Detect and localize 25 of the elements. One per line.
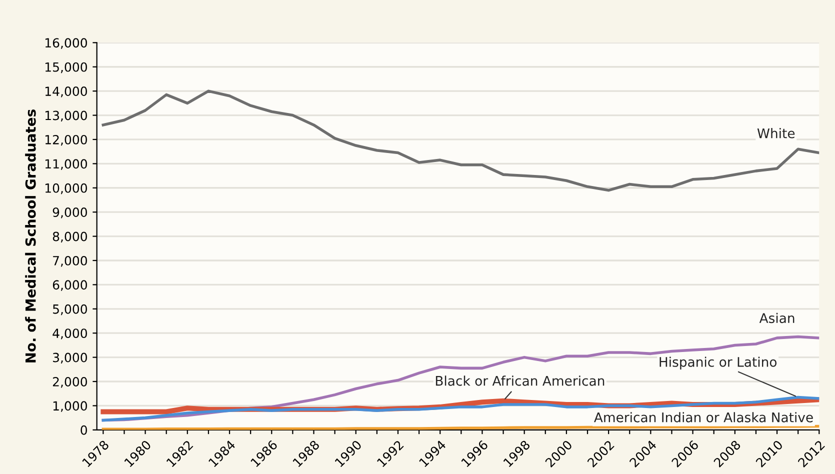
y-tick-label: 12,000 (45, 134, 87, 146)
y-tick-label: 9,000 (52, 208, 87, 218)
y-tick-label: 7,000 (53, 256, 87, 267)
y-tick-label: 5,000 (53, 304, 87, 316)
y-tick-label: 14,000 (45, 86, 87, 98)
y-tick-label: 0 (80, 425, 87, 435)
series-label: Black or African American (436, 376, 604, 386)
series-label: White (757, 128, 795, 138)
y-tick-label: 15,000 (45, 62, 87, 74)
y-tick-label: 6,000 (52, 280, 87, 291)
y-tick-label: 2,000 (52, 376, 87, 388)
y-tick-label: 4,000 (52, 328, 87, 340)
y-tick-label: 3,000 (53, 352, 87, 364)
text: Hispanic or Latino (660, 356, 777, 370)
y-tick-label: 10,000 (45, 183, 87, 194)
line-series (102, 90, 820, 192)
y-tick-label: 16,000 (45, 38, 87, 49)
series-label: Asian (759, 312, 794, 324)
series-label: American Indian or Alaska Native (594, 412, 813, 422)
y-tick-label: 13,000 (45, 110, 87, 122)
line-series (102, 396, 820, 422)
y-axis-title: No. of Medical School Graduates (25, 110, 36, 362)
y-tick-label: 1,000 (53, 401, 87, 412)
y-tick-label: 8,000 (52, 232, 87, 242)
y-tick-label: 11,000 (45, 159, 87, 170)
